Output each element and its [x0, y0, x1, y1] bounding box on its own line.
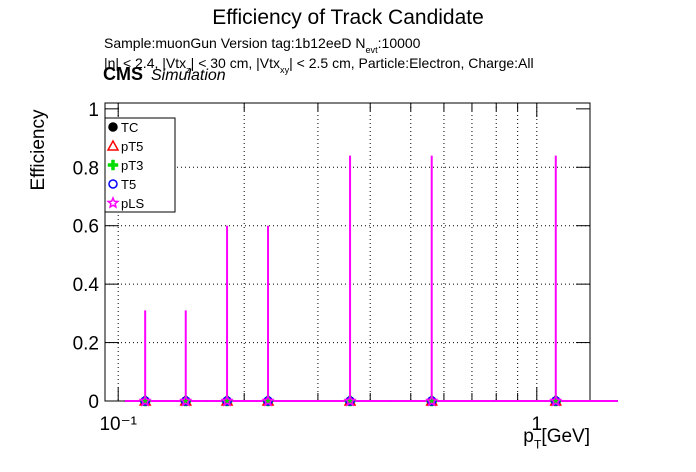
text-part: :10000: [378, 35, 421, 51]
marker: [425, 394, 439, 407]
cms-label: CMS Simulation: [103, 64, 226, 84]
cms: CMS: [103, 64, 143, 84]
rich-text: pT[GeV]: [523, 426, 590, 452]
marker: [138, 394, 152, 407]
simulation: Simulation: [151, 67, 226, 84]
subscript: z: [186, 65, 191, 75]
rich-text: Sample:muonGun Version tag:1b12eeD Nevt:…: [104, 35, 421, 55]
text-part: p: [523, 426, 534, 447]
text-part: [GeV]: [541, 426, 590, 447]
x-tick-label: 1: [532, 414, 543, 435]
subscript: xy: [280, 65, 290, 75]
text-part: | < 2.5 cm, Particle:Electron, Charge:Al…: [289, 55, 533, 71]
marker: [220, 394, 234, 407]
y-tick-label: 0.6: [73, 217, 99, 238]
legend-marker: [106, 139, 120, 151]
y-tick-label: 0.4: [73, 275, 100, 296]
text-part: | < 30 cm, |Vtx: [191, 55, 280, 71]
legend-label: pLS: [121, 196, 144, 211]
legend-label: pT5: [121, 139, 143, 154]
legend-marker: [106, 196, 120, 209]
y-axis-label: Efficiency: [28, 109, 49, 190]
legend-label: pT3: [121, 158, 143, 173]
marker: [261, 394, 275, 407]
y-tick-label: 0.2: [73, 334, 99, 355]
rich-text: |η| < 2.4, |Vtxz| < 30 cm, |Vtxxy| < 2.5…: [104, 55, 534, 75]
y-tick-label: 1: [88, 100, 99, 121]
x-tick-label: 10⁻¹: [99, 414, 137, 435]
legend-marker: [107, 159, 119, 171]
legend-marker: [108, 179, 118, 189]
legend-label: T5: [121, 177, 136, 192]
legend-label: TC: [121, 120, 138, 135]
y-tick-label: 0.8: [73, 158, 99, 179]
marker: [549, 394, 563, 407]
y-tick-label: 0: [88, 392, 99, 413]
subscript: evt: [366, 45, 379, 55]
chart-title: Efficiency of Track Candidate: [212, 6, 484, 29]
text-part: Sample:muonGun Version tag:1b12eeD N: [104, 35, 366, 51]
marker: [179, 394, 193, 407]
legend-marker: [108, 122, 118, 132]
marker: [343, 393, 357, 407]
text-part: |η| < 2.4, |Vtx: [104, 55, 186, 71]
subscript: T: [534, 438, 542, 452]
